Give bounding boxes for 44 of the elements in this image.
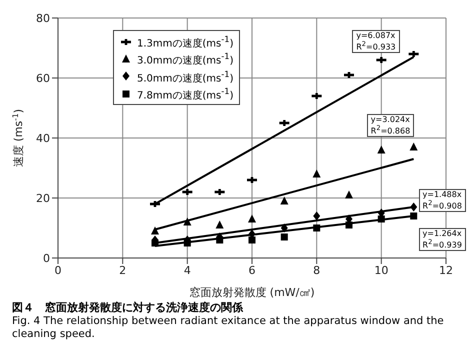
y-tick-label: 0 [43,252,50,265]
y-tick-label: 20 [36,192,50,205]
point [280,224,288,232]
y-tick-label: 40 [36,132,50,145]
text: Fig. 4 The relationship between radiant exitance at the apparatus window and the cleaning speed. [12,315,445,341]
x-tick-label: 4 [184,264,191,277]
legend-label: 5.0mmの速度(ms$^{-1}$) [137,68,234,85]
point [410,202,418,212]
point [378,216,385,222]
x-tick-label: 2 [119,264,126,277]
x-tick-label: 10 [374,264,388,277]
y-tick-label: 60 [36,72,50,85]
text: 図４ 窓面放射発散度に対する洗浄速度の関係 [12,300,244,315]
y-tick-label: 80 [36,12,50,25]
point [313,224,320,232]
point [313,212,320,220]
point [184,240,191,246]
point [280,196,288,204]
annotation: y=3.024x R$^{2}$=0.868 [366,114,414,137]
point [312,170,321,178]
point [216,236,224,244]
point [152,240,158,246]
legend-label: 7.8mmの速度(ms$^{-1}$) [137,84,234,102]
point [216,220,224,228]
annotation: y=1.488x R$^{2}$=0.908 [418,189,466,212]
x-axis-title: 窓面放射発散度 (mW/㎠) [189,286,315,299]
point [280,234,288,240]
x-tick-label: 8 [313,264,320,277]
point [410,142,418,150]
x-tick-label: 6 [248,264,256,277]
point [410,212,418,220]
annotation: y=6.087x R$^{2}$=0.933 [352,30,400,53]
point [345,190,353,198]
point [346,222,352,228]
legend-label: 3.0mmの速度(ms$^{-1}$) [137,50,234,68]
x-tick-label: 12 [439,264,453,277]
point [151,226,159,234]
x-tick-label: 0 [54,264,62,277]
point [248,214,256,222]
point [248,236,256,244]
point [183,218,192,226]
legend-label: 1.3mmの速度(ms$^{-1}$) [137,33,234,50]
point [377,146,386,154]
annotation: y=1.264x R$^{2}$=0.939 [418,228,466,251]
